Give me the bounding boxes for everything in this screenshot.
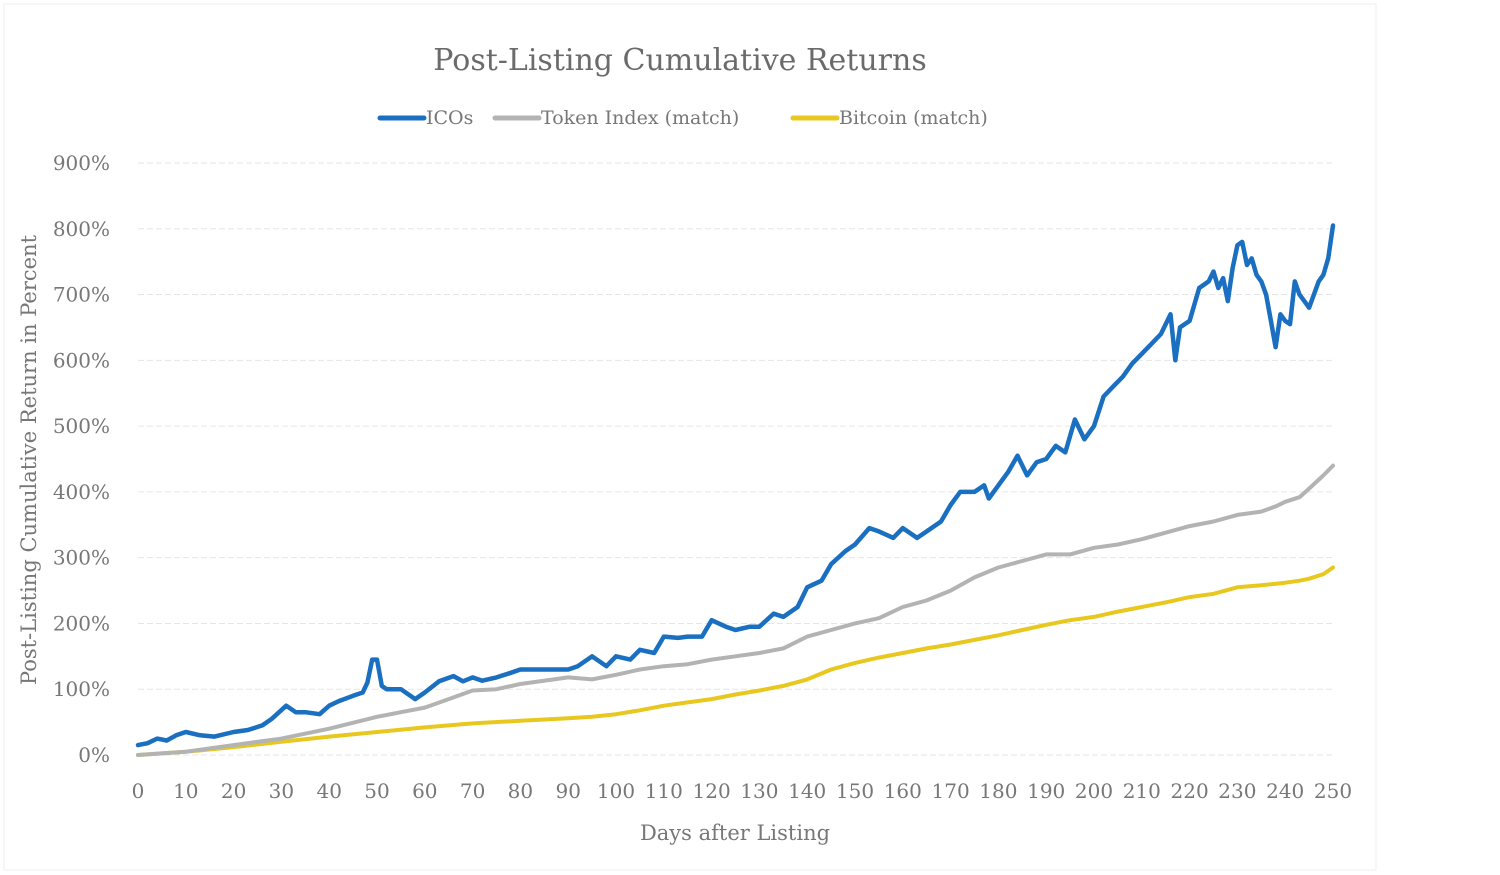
y-tick-label: 100% <box>53 677 110 701</box>
x-tick-label: 210 <box>1123 779 1161 803</box>
y-tick-label: 0% <box>78 743 110 767</box>
x-tick-label: 90 <box>555 779 580 803</box>
x-tick-label: 50 <box>364 779 389 803</box>
x-tick-label: 160 <box>884 779 922 803</box>
x-tick-label: 100 <box>597 779 635 803</box>
y-tick-label: 400% <box>53 480 110 504</box>
x-tick-label: 30 <box>269 779 294 803</box>
series-line-icos <box>135 223 1336 748</box>
series-line-bitcoin-match <box>136 565 1335 757</box>
x-tick-label: 230 <box>1218 779 1256 803</box>
x-tick-label: 250 <box>1314 779 1352 803</box>
series-line-token-index-match <box>136 463 1335 757</box>
x-tick-label: 130 <box>740 779 778 803</box>
legend-label: Bitcoin (match) <box>839 107 988 129</box>
legend: ICOs Token Index (match) Bitcoin (match) <box>377 107 988 129</box>
x-tick-label: 120 <box>693 779 731 803</box>
chart-title: Post-Listing Cumulative Returns <box>433 43 926 78</box>
x-axis-label: Days after Listing <box>640 821 830 845</box>
x-tick-label: 20 <box>221 779 246 803</box>
y-tick-label: 800% <box>53 217 110 241</box>
legend-item-bitcoin-match: Bitcoin (match) <box>790 107 988 129</box>
y-tick-label: 500% <box>53 414 110 438</box>
x-tick-label: 140 <box>788 779 826 803</box>
x-tick-label: 0 <box>132 779 145 803</box>
y-axis-ticks: 0% 100% 200% 300% 400% 500% 600% 700% 800% 900% <box>53 151 110 767</box>
x-tick-label: 40 <box>316 779 341 803</box>
x-tick-label: 60 <box>412 779 437 803</box>
x-tick-label: 180 <box>979 779 1017 803</box>
x-tick-label: 220 <box>1171 779 1209 803</box>
x-tick-label: 10 <box>173 779 198 803</box>
chart-frame <box>3 3 1377 871</box>
y-tick-label: 700% <box>53 283 110 307</box>
x-tick-label: 70 <box>460 779 485 803</box>
x-axis-ticks: 0 10 20 30 40 50 60 70 80 90 100 110 120 130 140 150 160… <box>132 779 1352 803</box>
x-tick-label: 110 <box>645 779 683 803</box>
x-tick-label: 240 <box>1266 779 1304 803</box>
legend-label: ICOs <box>426 107 473 129</box>
legend-label: Token Index (match) <box>541 107 739 129</box>
legend-item-icos: ICOs <box>377 107 473 129</box>
y-tick-label: 200% <box>53 611 110 635</box>
series-lines <box>135 223 1336 757</box>
x-tick-label: 150 <box>836 779 874 803</box>
y-tick-label: 600% <box>53 348 110 372</box>
x-tick-label: 200 <box>1075 779 1113 803</box>
y-tick-label: 900% <box>53 151 110 175</box>
y-axis-label: Post-Listing Cumulative Return in Percen… <box>17 234 41 685</box>
x-tick-label: 170 <box>932 779 970 803</box>
x-tick-label: 80 <box>508 779 533 803</box>
gridlines <box>138 162 1333 756</box>
legend-item-token-index-match: Token Index (match) <box>492 107 739 129</box>
y-tick-label: 300% <box>53 546 110 570</box>
x-tick-label: 190 <box>1027 779 1065 803</box>
